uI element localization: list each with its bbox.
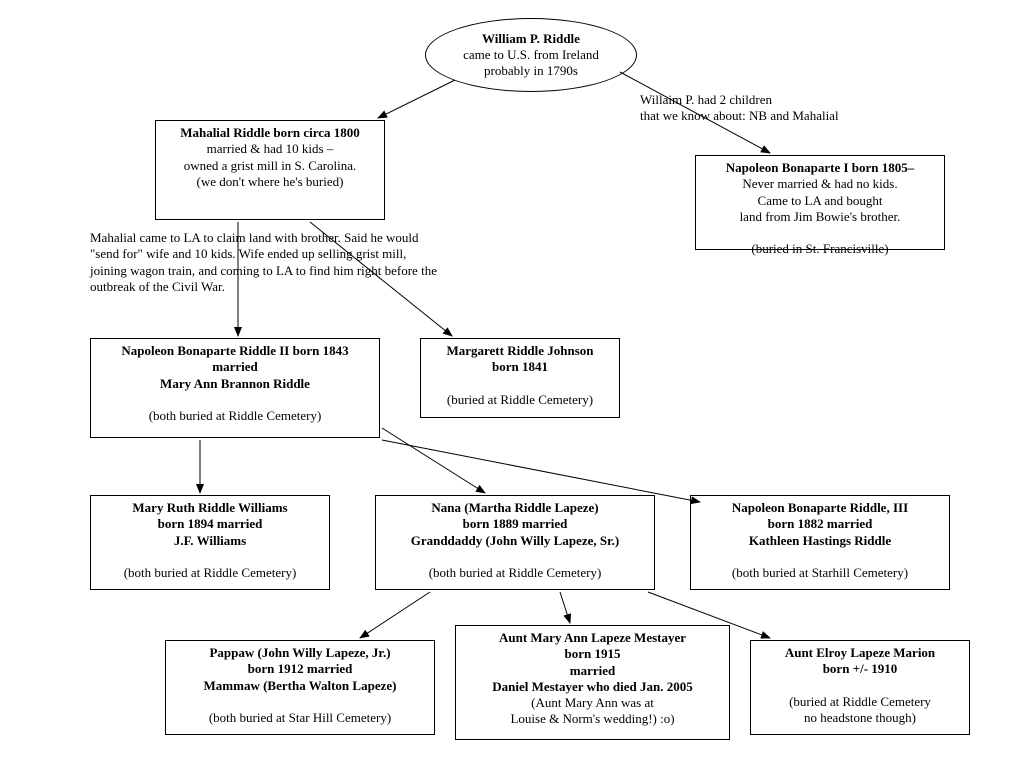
elroy-node: Aunt Elroy Lapeze Marion born +/- 1910 (… xyxy=(750,640,970,735)
nbIII-t2: Kathleen Hastings Riddle xyxy=(697,533,943,549)
a1-l0: Willaim P. had 2 children xyxy=(640,92,960,108)
nbII-l0 xyxy=(97,392,373,408)
maryruth-t1: born 1894 married xyxy=(97,516,323,532)
nana-t2: Granddaddy (John Willy Lapeze, Sr.) xyxy=(382,533,648,549)
nbI-l3 xyxy=(702,225,938,241)
nana-l1: (both buried at Riddle Cemetery) xyxy=(382,565,648,581)
nbI-l0: Never married & had no kids. xyxy=(702,176,938,192)
nbI-title: Napoleon Bonaparte I born 1805– xyxy=(702,160,938,176)
elroy-t0: Aunt Elroy Lapeze Marion xyxy=(757,645,963,661)
nana-t1: born 1889 married xyxy=(382,516,648,532)
margarett-t1: born 1841 xyxy=(427,359,613,375)
nbII-l1: (both buried at Riddle Cemetery) xyxy=(97,408,373,424)
nbI-l4: (buried in St. Francisville) xyxy=(702,241,938,257)
pappaw-l1: (both buried at Star Hill Cemetery) xyxy=(172,710,428,726)
root-node: William P. Riddle came to U.S. from Irel… xyxy=(425,18,637,92)
mahalial-node: Mahalial Riddle born circa 1800 married … xyxy=(155,120,385,220)
margarett-t0: Margarett Riddle Johnson xyxy=(427,343,613,359)
a1-l1: that we know about: NB and Mahalial xyxy=(640,108,960,124)
elroy-l2: no headstone though) xyxy=(757,710,963,726)
mahalial-l2: (we don't where he's buried) xyxy=(162,174,378,190)
maryruth-l0 xyxy=(97,549,323,565)
nbIII-l1: (both buried at Starhill Cemetery) xyxy=(697,565,943,581)
elroy-l1: (buried at Riddle Cemetery xyxy=(757,694,963,710)
margarett-l1: (buried at Riddle Cemetery) xyxy=(427,392,613,408)
nbIII-node: Napoleon Bonaparte Riddle, III born 1882… xyxy=(690,495,950,590)
maryann-t2: married xyxy=(462,663,723,679)
nbI-l2: land from Jim Bowie's brother. xyxy=(702,209,938,225)
root-line0: came to U.S. from Ireland xyxy=(463,47,599,63)
maryann-t1: born 1915 xyxy=(462,646,723,662)
elroy-t1: born +/- 1910 xyxy=(757,661,963,677)
root-title: William P. Riddle xyxy=(482,31,580,47)
a2-l1: "send for" wife and 10 kids. Wife ended … xyxy=(90,246,570,262)
maryruth-l1: (both buried at Riddle Cemetery) xyxy=(97,565,323,581)
maryann-node: Aunt Mary Ann Lapeze Mestayer born 1915 … xyxy=(455,625,730,740)
nbII-t2: Mary Ann Brannon Riddle xyxy=(97,376,373,392)
margarett-node: Margarett Riddle Johnson born 1841 (buri… xyxy=(420,338,620,418)
annotation-1: Willaim P. had 2 children that we know a… xyxy=(640,92,960,125)
a2-l3: outbreak of the Civil War. xyxy=(90,279,570,295)
root-line1: probably in 1790s xyxy=(484,63,578,79)
maryann-l0: (Aunt Mary Ann was at xyxy=(462,695,723,711)
maryruth-t2: J.F. Williams xyxy=(97,533,323,549)
mahalial-l0: married & had 10 kids – xyxy=(162,141,378,157)
maryann-l1: Louise & Norm's wedding!) :o) xyxy=(462,711,723,727)
annotation-2: Mahalial came to LA to claim land with b… xyxy=(90,230,570,295)
maryann-t3: Daniel Mestayer who died Jan. 2005 xyxy=(462,679,723,695)
nbII-node: Napoleon Bonaparte Riddle II born 1843 m… xyxy=(90,338,380,438)
nana-node: Nana (Martha Riddle Lapeze) born 1889 ma… xyxy=(375,495,655,590)
margarett-l0 xyxy=(427,376,613,392)
pappaw-t0: Pappaw (John Willy Lapeze, Jr.) xyxy=(172,645,428,661)
pappaw-node: Pappaw (John Willy Lapeze, Jr.) born 191… xyxy=(165,640,435,735)
pappaw-l0 xyxy=(172,694,428,710)
mahalial-l1: owned a grist mill in S. Carolina. xyxy=(162,158,378,174)
pappaw-t2: Mammaw (Bertha Walton Lapeze) xyxy=(172,678,428,694)
nbII-t1: married xyxy=(97,359,373,375)
nbIII-t0: Napoleon Bonaparte Riddle, III xyxy=(697,500,943,516)
nbIII-l0 xyxy=(697,549,943,565)
maryruth-t0: Mary Ruth Riddle Williams xyxy=(97,500,323,516)
maryann-t0: Aunt Mary Ann Lapeze Mestayer xyxy=(462,630,723,646)
nana-l0 xyxy=(382,549,648,565)
nbIII-t1: born 1882 married xyxy=(697,516,943,532)
a2-l2: joining wagon train, and coming to LA to… xyxy=(90,263,570,279)
maryruth-node: Mary Ruth Riddle Williams born 1894 marr… xyxy=(90,495,330,590)
nbII-t0: Napoleon Bonaparte Riddle II born 1843 xyxy=(97,343,373,359)
mahalial-title: Mahalial Riddle born circa 1800 xyxy=(162,125,378,141)
a2-l0: Mahalial came to LA to claim land with b… xyxy=(90,230,570,246)
nbI-l1: Came to LA and bought xyxy=(702,193,938,209)
nana-t0: Nana (Martha Riddle Lapeze) xyxy=(382,500,648,516)
nbI-node: Napoleon Bonaparte I born 1805– Never ma… xyxy=(695,155,945,250)
pappaw-t1: born 1912 married xyxy=(172,661,428,677)
elroy-l0 xyxy=(757,678,963,694)
